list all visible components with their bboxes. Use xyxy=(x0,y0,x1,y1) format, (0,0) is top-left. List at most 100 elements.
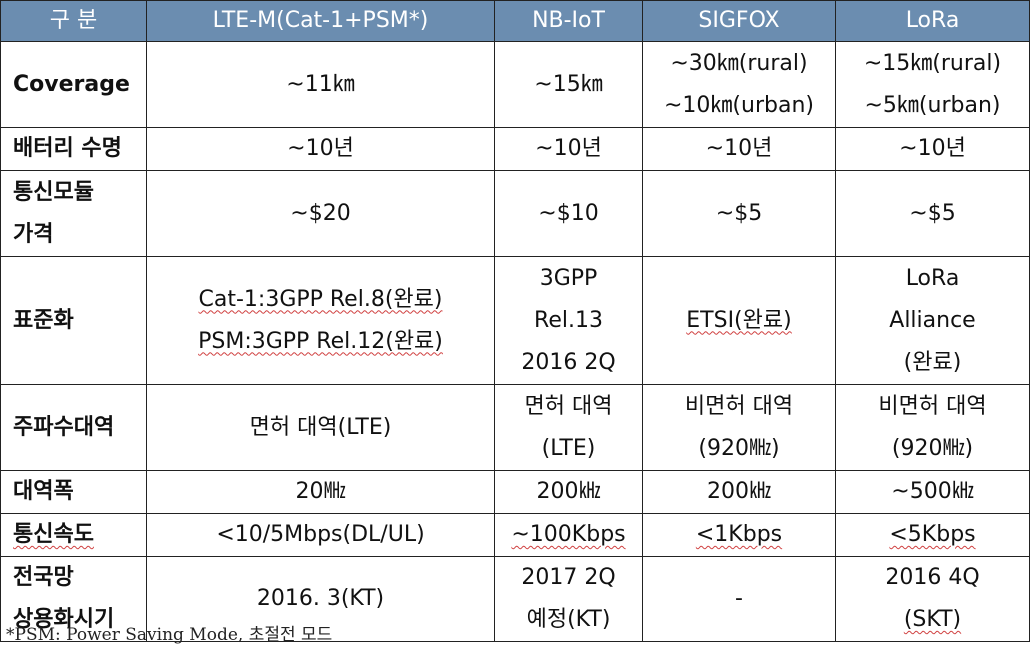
cell-line: ~15㎞(rural) xyxy=(863,50,1002,76)
cell-line: Alliance xyxy=(889,307,976,333)
cell-lora-bandwidth: ~500㎑ xyxy=(835,470,1030,514)
cell-line: ~11㎞ xyxy=(286,71,355,97)
row-label-bandwidth: 대역폭 xyxy=(0,470,147,514)
cell-sigfox-launch: - xyxy=(642,556,836,642)
cell-line: 2016 2Q xyxy=(521,349,616,375)
cell-lora-launch: 2016 4Q (SKT) xyxy=(835,556,1030,642)
row-label-line: 통신속도 xyxy=(13,522,94,547)
header-lora: LoRa xyxy=(835,0,1030,42)
cell-line: ~100Kbps xyxy=(511,522,626,547)
cell-line: 비면허 대역 xyxy=(684,393,794,419)
cell-sigfox-coverage: ~30㎞(rural) ~10㎞(urban) xyxy=(642,41,836,128)
cell-line: ~$5 xyxy=(909,200,956,226)
header-sigfox: SIGFOX xyxy=(642,0,836,42)
cell-lte-m-price: ~$20 xyxy=(146,170,495,257)
cell-line: 200㎑ xyxy=(707,479,771,504)
cell-nb-iot-price: ~$10 xyxy=(494,170,643,257)
header-category: 구 분 xyxy=(0,0,147,42)
cell-nb-iot-battery: ~10년 xyxy=(494,127,643,171)
cell-line: 비면허 대역 xyxy=(878,393,987,419)
cell-line: ~5㎞(urban) xyxy=(864,92,1001,118)
cell-sigfox-battery: ~10년 xyxy=(642,127,836,171)
row-label-frequency: 주파수대역 xyxy=(0,384,147,471)
cell-line: 2016. 3(KT) xyxy=(256,586,385,611)
cell-line: ~$5 xyxy=(715,200,763,226)
row-label-data-rate: 통신속도 xyxy=(0,513,147,557)
cell-lte-m-battery: ~10년 xyxy=(146,127,495,171)
cell-lte-m-bandwidth: 20㎒ xyxy=(146,470,495,514)
cell-line: 200㎑ xyxy=(536,479,601,504)
cell-lora-rate: <5Kbps xyxy=(835,513,1030,557)
cell-lte-m-coverage: ~11㎞ xyxy=(146,41,495,128)
row-label-module-price: 통신모듈 가격 xyxy=(0,170,147,257)
cell-line: ~30㎞(rural) xyxy=(670,50,808,76)
row-label-standardization: 표준화 xyxy=(0,256,147,385)
cell-line: (SKT) xyxy=(903,607,962,632)
cell-line: 면허 대역(LTE) xyxy=(249,414,392,440)
cell-line: - xyxy=(735,586,743,611)
cell-line: ~15㎞ xyxy=(534,71,603,97)
cell-line: ~$20 xyxy=(290,200,351,226)
row-label-line: 표준화 xyxy=(13,307,74,333)
cell-lora-standard: LoRa Alliance (완료) xyxy=(835,256,1030,385)
header-nb-iot: NB-IoT xyxy=(494,0,643,42)
table-row-launch: 전국망 상용화시기 2016. 3(KT) 2017 2Q 예정(KT) - 2… xyxy=(0,556,1030,642)
row-label-line: 통신모듈 xyxy=(13,179,94,205)
cell-line: ~500㎑ xyxy=(891,479,974,504)
cell-line: Cat-1:3GPP Rel.8(완료) xyxy=(198,286,443,312)
cell-sigfox-bandwidth: 200㎑ xyxy=(642,470,836,514)
cell-line: (920㎒) xyxy=(698,435,780,461)
cell-line: ~10년 xyxy=(899,136,966,161)
cell-sigfox-price: ~$5 xyxy=(642,170,836,257)
row-label-line: 배터리 수명 xyxy=(13,136,122,161)
cell-sigfox-standard: ETSI(완료) xyxy=(642,256,836,385)
cell-sigfox-rate: <1Kbps xyxy=(642,513,836,557)
cell-line: ~$10 xyxy=(538,200,599,226)
row-label-line: 상용화시기 xyxy=(13,607,115,632)
row-label-launch: 전국망 상용화시기 xyxy=(0,556,147,642)
cell-nb-iot-frequency: 면허 대역 (LTE) xyxy=(494,384,643,471)
table-header-row: 구 분 LTE-M(Cat-1+PSM*) NB-IoT SIGFOX LoRa xyxy=(0,0,1030,42)
cell-line: LoRa xyxy=(905,265,960,291)
row-label-coverage: Coverage xyxy=(0,41,147,128)
cell-nb-iot-standard: 3GPP Rel.13 2016 2Q xyxy=(494,256,643,385)
cell-line: ~10년 xyxy=(705,136,773,161)
cell-line: <10/5Mbps(DL/UL) xyxy=(216,522,425,547)
table-row-module-price: 통신모듈 가격 ~$20 ~$10 ~$5 ~$5 xyxy=(0,170,1030,257)
cell-lora-frequency: 비면허 대역 (920㎒) xyxy=(835,384,1030,471)
table-row-battery: 배터리 수명 ~10년 ~10년 ~10년 ~10년 xyxy=(0,127,1030,171)
cell-line: Rel.13 xyxy=(534,307,603,333)
row-label-line: 전국망 xyxy=(13,565,74,590)
header-lte-m: LTE-M(Cat-1+PSM*) xyxy=(146,0,495,42)
row-label-line: 가격 xyxy=(13,221,54,247)
cell-line: 예정(KT) xyxy=(526,607,611,632)
table-row-data-rate: 통신속도 <10/5Mbps(DL/UL) ~100Kbps <1Kbps <5… xyxy=(0,513,1030,557)
cell-line: ~10㎞(urban) xyxy=(664,92,814,118)
cell-nb-iot-coverage: ~15㎞ xyxy=(494,41,643,128)
table-row-bandwidth: 대역폭 20㎒ 200㎑ 200㎑ ~500㎑ xyxy=(0,470,1030,514)
cell-line: (920㎒) xyxy=(891,435,974,461)
cell-line: ~10년 xyxy=(287,136,354,161)
table-row-standardization: 표준화 Cat-1:3GPP Rel.8(완료) PSM:3GPP Rel.12… xyxy=(0,256,1030,385)
cell-lte-m-frequency: 면허 대역(LTE) xyxy=(146,384,495,471)
cell-line: 20㎒ xyxy=(295,479,346,504)
row-label-battery: 배터리 수명 xyxy=(0,127,147,171)
cell-sigfox-frequency: 비면허 대역 (920㎒) xyxy=(642,384,836,471)
cell-lora-coverage: ~15㎞(rural) ~5㎞(urban) xyxy=(835,41,1030,128)
row-label-line: 주파수대역 xyxy=(13,414,115,440)
cell-line: 2017 2Q xyxy=(521,565,616,590)
cell-lte-m-rate: <10/5Mbps(DL/UL) xyxy=(146,513,495,557)
cell-line: PSM:3GPP Rel.12(완료) xyxy=(198,328,443,354)
cell-nb-iot-bandwidth: 200㎑ xyxy=(494,470,643,514)
cell-lte-m-standard: Cat-1:3GPP Rel.8(완료) PSM:3GPP Rel.12(완료) xyxy=(146,256,495,385)
cell-line: <1Kbps xyxy=(695,522,783,547)
cell-lora-battery: ~10년 xyxy=(835,127,1030,171)
row-label-line: 대역폭 xyxy=(13,479,74,504)
table-row-coverage: Coverage ~11㎞ ~15㎞ ~30㎞(rural) ~10㎞(urba… xyxy=(0,41,1030,128)
cell-line: ETSI(완료) xyxy=(686,307,792,333)
cell-line: 면허 대역 xyxy=(524,393,613,419)
table-row-frequency: 주파수대역 면허 대역(LTE) 면허 대역 (LTE) 비면허 대역 (920… xyxy=(0,384,1030,471)
cell-lte-m-launch: 2016. 3(KT) xyxy=(146,556,495,642)
cell-nb-iot-launch: 2017 2Q 예정(KT) xyxy=(494,556,643,642)
